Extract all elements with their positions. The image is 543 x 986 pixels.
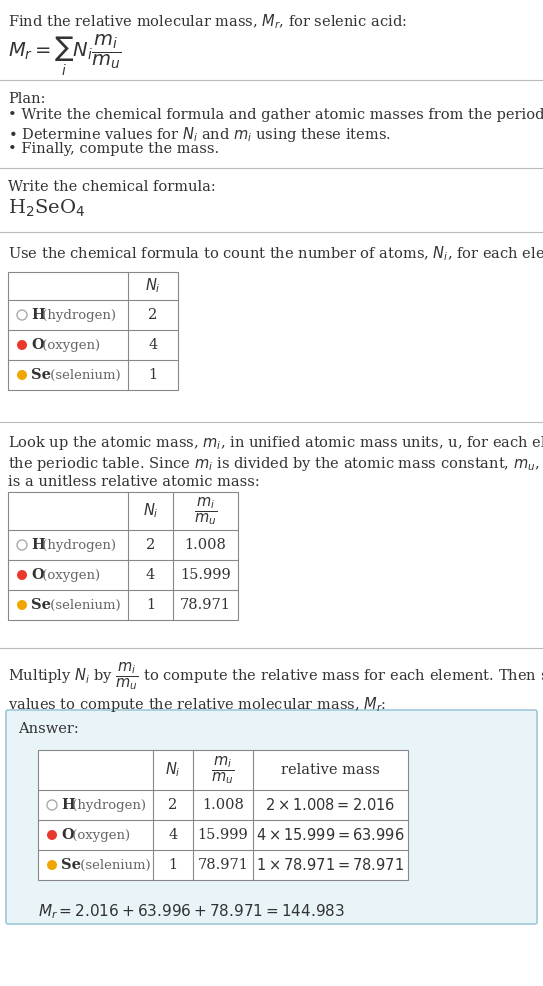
Text: O: O: [61, 828, 74, 842]
Text: 2: 2: [148, 308, 157, 322]
Text: 1.008: 1.008: [202, 798, 244, 812]
Text: H: H: [31, 538, 45, 552]
Text: (selenium): (selenium): [76, 859, 150, 872]
Text: Se: Se: [31, 368, 51, 382]
Text: (selenium): (selenium): [46, 369, 121, 382]
Text: $\dfrac{m_i}{m_u}$: $\dfrac{m_i}{m_u}$: [194, 495, 217, 527]
Text: Multiply $N_i$ by $\dfrac{m_i}{m_u}$ to compute the relative mass for each eleme: Multiply $N_i$ by $\dfrac{m_i}{m_u}$ to …: [8, 660, 543, 714]
Text: 15.999: 15.999: [198, 828, 248, 842]
Text: (oxygen): (oxygen): [68, 828, 131, 841]
Text: Plan:: Plan:: [8, 92, 46, 106]
Text: $4 \times 15.999 = 63.996$: $4 \times 15.999 = 63.996$: [256, 827, 405, 843]
Text: H$_2$SeO$_4$: H$_2$SeO$_4$: [8, 198, 85, 219]
Text: $N_i$: $N_i$: [143, 502, 159, 521]
Bar: [8, 492, 238, 620]
Text: $N_i$: $N_i$: [165, 760, 181, 779]
Text: 15.999: 15.999: [180, 568, 231, 582]
Text: Look up the atomic mass, $m_i$, in unified atomic mass units, u, for each elemen: Look up the atomic mass, $m_i$, in unifi…: [8, 434, 543, 489]
Text: $N_i$: $N_i$: [145, 277, 161, 296]
Text: H: H: [31, 308, 45, 322]
Text: Use the chemical formula to count the number of atoms, $N_i$, for each element:: Use the chemical formula to count the nu…: [8, 244, 543, 262]
Text: $M_r = 2.016 + 63.996 + 78.971 = 144.983$: $M_r = 2.016 + 63.996 + 78.971 = 144.983…: [38, 902, 345, 921]
Text: 1.008: 1.008: [185, 538, 226, 552]
Text: 78.971: 78.971: [180, 598, 231, 612]
Text: 4: 4: [168, 828, 178, 842]
Text: H: H: [61, 798, 75, 812]
Text: (hydrogen): (hydrogen): [39, 538, 117, 551]
Text: (hydrogen): (hydrogen): [68, 799, 147, 811]
FancyBboxPatch shape: [6, 710, 537, 924]
Text: 78.971: 78.971: [198, 858, 249, 872]
Circle shape: [17, 570, 27, 580]
Text: 2: 2: [168, 798, 178, 812]
Text: • Write the chemical formula and gather atomic masses from the periodic table.: • Write the chemical formula and gather …: [8, 108, 543, 122]
Text: 4: 4: [148, 338, 157, 352]
Text: $\dfrac{m_i}{m_u}$: $\dfrac{m_i}{m_u}$: [211, 754, 235, 786]
Text: • Determine values for $N_i$ and $m_i$ using these items.: • Determine values for $N_i$ and $m_i$ u…: [8, 125, 391, 144]
Text: 2: 2: [146, 538, 155, 552]
Text: Answer:: Answer:: [18, 722, 79, 736]
Text: Se: Se: [61, 858, 81, 872]
Circle shape: [17, 600, 27, 610]
Text: (hydrogen): (hydrogen): [39, 309, 117, 321]
Text: $2 \times 1.008 = 2.016$: $2 \times 1.008 = 2.016$: [266, 797, 395, 813]
Text: (oxygen): (oxygen): [39, 569, 100, 582]
Text: $M_r = \sum_i N_i \dfrac{m_i}{m_u}$: $M_r = \sum_i N_i \dfrac{m_i}{m_u}$: [8, 32, 122, 78]
Circle shape: [17, 340, 27, 350]
Bar: [38, 750, 408, 880]
Bar: [8, 272, 178, 390]
Circle shape: [47, 830, 57, 840]
Circle shape: [47, 860, 57, 870]
Text: O: O: [31, 568, 44, 582]
Text: Find the relative molecular mass, $M_r$, for selenic acid:: Find the relative molecular mass, $M_r$,…: [8, 12, 407, 31]
Text: 1: 1: [168, 858, 178, 872]
Text: • Finally, compute the mass.: • Finally, compute the mass.: [8, 142, 219, 156]
Text: relative mass: relative mass: [281, 763, 380, 777]
Text: 4: 4: [146, 568, 155, 582]
Circle shape: [17, 370, 27, 380]
Text: (oxygen): (oxygen): [39, 338, 100, 351]
Text: 1: 1: [148, 368, 157, 382]
Text: $1 \times 78.971 = 78.971$: $1 \times 78.971 = 78.971$: [256, 857, 405, 873]
Text: Write the chemical formula:: Write the chemical formula:: [8, 180, 216, 194]
Text: 1: 1: [146, 598, 155, 612]
Text: Se: Se: [31, 598, 51, 612]
Text: O: O: [31, 338, 44, 352]
Text: (selenium): (selenium): [46, 599, 121, 611]
